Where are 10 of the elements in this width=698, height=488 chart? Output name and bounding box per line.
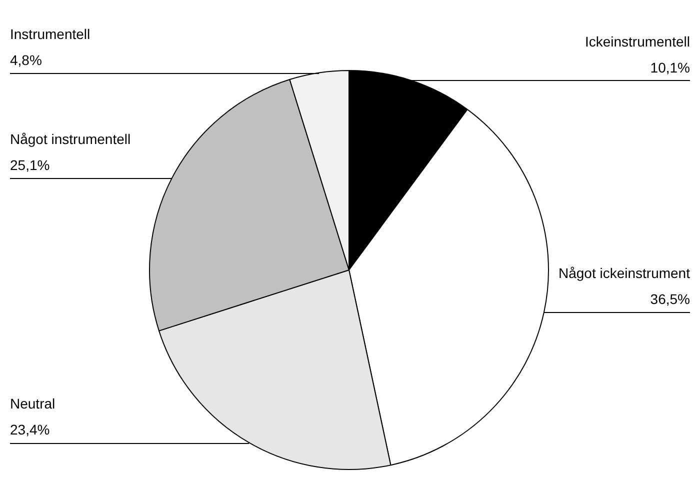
slice-label: Något instrumentell [10, 130, 131, 147]
slice-label: Ickeinstrumentell [584, 33, 690, 50]
data-label: 10,1% [650, 59, 690, 76]
data-label: 23,4% [10, 422, 50, 438]
data-label: 36,5% [650, 291, 690, 308]
data-label: 25,1% [10, 156, 50, 173]
data-label: 4,8% [10, 52, 42, 68]
slice-label: Instrumentell [10, 26, 90, 42]
slice-label: Något ickeinstrument [558, 265, 690, 282]
slice-label: Neutral [10, 396, 56, 412]
